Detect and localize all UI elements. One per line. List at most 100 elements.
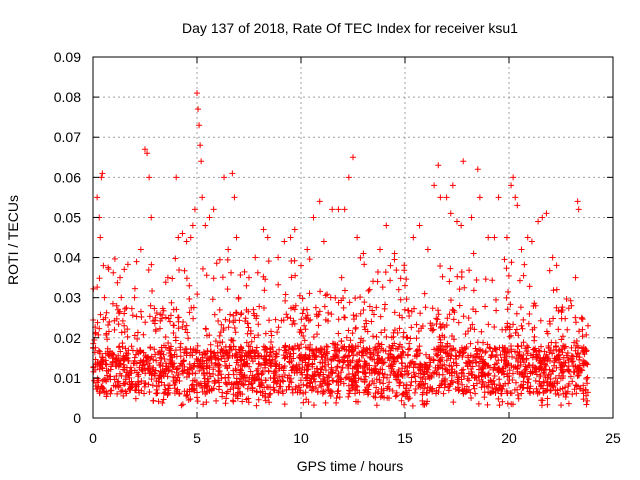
- data-point: [156, 374, 163, 381]
- data-point: [462, 359, 469, 366]
- x-tick-label: 5: [193, 430, 201, 446]
- data-point: [393, 392, 400, 399]
- data-point: [480, 339, 487, 346]
- axis-ticks: [92, 56, 614, 419]
- data-point: [345, 382, 352, 389]
- x-tick-label: 25: [605, 430, 621, 446]
- data-point: [510, 321, 517, 328]
- data-point: [283, 311, 290, 318]
- data-point: [128, 343, 135, 350]
- data-point: [301, 337, 308, 344]
- data-point: [231, 194, 238, 201]
- data-point: [555, 348, 562, 355]
- data-point: [301, 322, 308, 329]
- data-point: [153, 390, 160, 397]
- data-point: [132, 351, 139, 358]
- data-point: [421, 401, 428, 408]
- data-point: [187, 234, 194, 241]
- data-point: [508, 362, 515, 369]
- data-point: [182, 345, 189, 352]
- data-point: [527, 383, 534, 390]
- data-point: [328, 311, 335, 318]
- data-point: [194, 398, 201, 405]
- data-point: [415, 370, 422, 377]
- data-point: [230, 312, 237, 319]
- data-point: [376, 371, 383, 378]
- data-point: [397, 275, 404, 282]
- data-point: [332, 353, 339, 360]
- data-point: [100, 262, 107, 269]
- data-point: [479, 380, 486, 387]
- data-point: [266, 399, 273, 406]
- data-point: [447, 347, 454, 354]
- data-point: [417, 362, 424, 369]
- data-point: [583, 376, 590, 383]
- data-point: [210, 275, 217, 282]
- data-point: [404, 334, 411, 341]
- data-point: [162, 314, 169, 321]
- data-point: [316, 308, 323, 315]
- data-point: [203, 272, 210, 279]
- data-point: [366, 381, 373, 388]
- data-point: [211, 377, 218, 384]
- data-point: [206, 364, 213, 371]
- data-point: [353, 398, 360, 405]
- data-point: [238, 310, 245, 317]
- data-point: [112, 362, 119, 369]
- data-point: [281, 372, 288, 379]
- data-point: [366, 286, 373, 293]
- data-point: [115, 378, 122, 385]
- data-point: [297, 369, 304, 376]
- data-point: [152, 372, 159, 379]
- data-point: [113, 302, 120, 309]
- data-point: [290, 304, 297, 311]
- data-point: [167, 347, 174, 354]
- data-point: [168, 352, 175, 359]
- data-point: [362, 360, 369, 367]
- data-point: [122, 345, 129, 352]
- data-point: [313, 346, 320, 353]
- data-point: [281, 344, 288, 351]
- data-point: [391, 309, 398, 316]
- data-point: [170, 322, 177, 329]
- data-point: [230, 385, 237, 392]
- data-point: [398, 397, 405, 404]
- data-point: [572, 347, 579, 354]
- data-point: [242, 315, 249, 322]
- data-point: [267, 338, 274, 345]
- data-point: [458, 369, 465, 376]
- data-point: [288, 274, 295, 281]
- data-point: [295, 345, 302, 352]
- data-point: [336, 394, 343, 401]
- data-point: [314, 365, 321, 372]
- data-point: [322, 399, 329, 406]
- data-point: [407, 360, 414, 367]
- data-point: [131, 294, 138, 301]
- data-point: [576, 354, 583, 361]
- data-point: [460, 158, 467, 165]
- data-point: [204, 375, 211, 382]
- data-point: [399, 360, 406, 367]
- data-point: [126, 379, 133, 386]
- data-point: [491, 234, 498, 241]
- data-point: [130, 360, 137, 367]
- data-point: [550, 384, 557, 391]
- data-point: [117, 348, 124, 355]
- data-point: [504, 373, 511, 380]
- data-point: [118, 329, 125, 336]
- data-point: [159, 400, 166, 407]
- data-point: [265, 367, 272, 374]
- data-point: [208, 348, 215, 355]
- data-point: [374, 278, 381, 285]
- data-point: [233, 379, 240, 386]
- data-point: [450, 359, 457, 366]
- data-point: [183, 238, 190, 245]
- data-point: [528, 238, 535, 245]
- data-point: [111, 255, 118, 262]
- data-point: [534, 352, 541, 359]
- data-point: [541, 379, 548, 386]
- data-point: [114, 279, 121, 286]
- data-point: [396, 312, 403, 319]
- data-point: [317, 378, 324, 385]
- data-point: [433, 315, 440, 322]
